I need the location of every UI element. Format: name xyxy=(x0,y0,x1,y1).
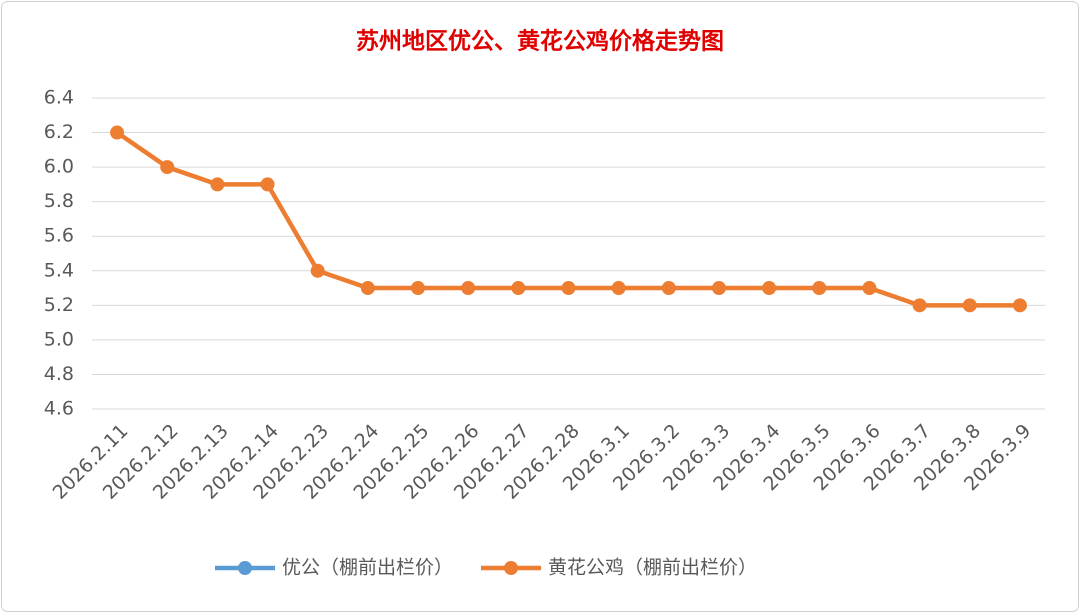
chart-title: 苏州地区优公、黄花公鸡价格走势图 xyxy=(356,28,724,55)
data-point xyxy=(912,298,927,313)
y-tick-label: 4.6 xyxy=(44,398,74,420)
data-point xyxy=(962,298,977,313)
data-point xyxy=(862,281,877,296)
data-point xyxy=(1012,298,1027,313)
data-point xyxy=(360,281,375,296)
data-point xyxy=(160,160,175,175)
data-point xyxy=(411,281,426,296)
y-tick-label: 4.8 xyxy=(44,363,74,385)
y-tick-label: 5.2 xyxy=(44,294,74,316)
y-tick-label: 6.4 xyxy=(44,87,74,109)
data-point xyxy=(611,281,626,296)
legend-label: 黄花公鸡（棚前出栏价） xyxy=(548,557,757,579)
y-tick-label: 6.2 xyxy=(44,121,74,143)
legend-marker xyxy=(504,561,519,575)
data-point xyxy=(812,281,827,296)
legend-marker xyxy=(238,561,252,575)
data-point xyxy=(260,177,275,192)
data-point xyxy=(511,281,526,296)
data-point xyxy=(561,281,576,296)
y-tick-label: 6.0 xyxy=(44,156,74,178)
y-tick-label: 5.4 xyxy=(44,259,74,281)
y-tick-label: 5.8 xyxy=(44,190,74,212)
legend-label: 优公（棚前出栏价） xyxy=(282,557,453,579)
y-tick-label: 5.6 xyxy=(44,225,74,247)
data-point xyxy=(711,281,726,296)
data-point xyxy=(210,177,225,192)
data-point xyxy=(461,281,476,296)
data-point xyxy=(310,263,325,278)
data-point xyxy=(110,125,125,140)
data-point xyxy=(661,281,676,296)
data-point xyxy=(762,281,777,296)
y-tick-label: 5.0 xyxy=(44,328,74,350)
